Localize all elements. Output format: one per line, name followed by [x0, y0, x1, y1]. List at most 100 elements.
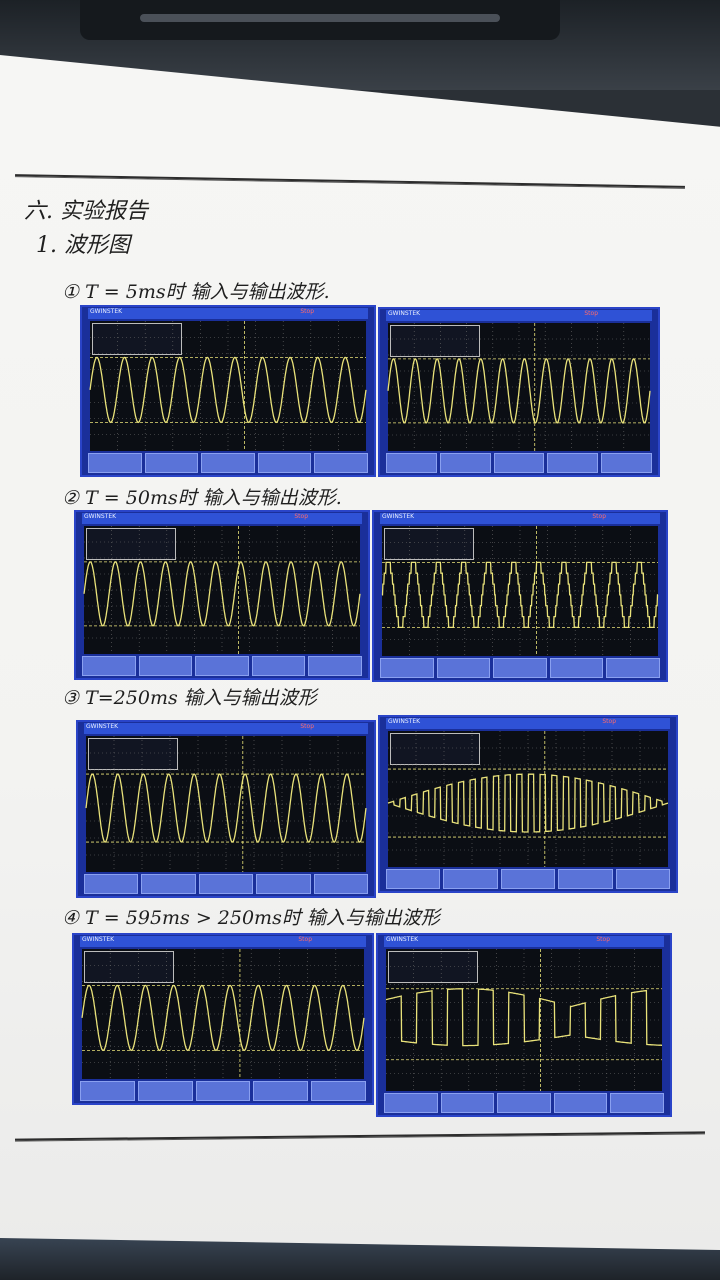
- scope-softkey: [314, 453, 368, 473]
- case-2-label: T = 50ms时 输入与输出波形.: [85, 487, 342, 509]
- scope-trace-layer: [89, 321, 367, 451]
- scope-waveform: [83, 561, 361, 627]
- case-2-index: ②: [62, 487, 80, 509]
- scope-header-bar: [84, 723, 368, 734]
- scope-softkey: [256, 874, 311, 894]
- scope-softkey: [195, 656, 249, 676]
- scope-trace-layer: [387, 731, 669, 867]
- scope-status: Stop: [300, 308, 314, 315]
- scope-softkeys: [84, 874, 369, 894]
- scope-softkeys: [80, 1081, 366, 1101]
- scope-softkey: [500, 869, 556, 889]
- scope-readout-box: [92, 323, 182, 355]
- scope-header-bar: [380, 513, 660, 524]
- scope-softkey: [558, 869, 613, 889]
- case-3-label: T=250ms 输入与输出波形: [85, 687, 317, 709]
- scope-readout-box: [88, 738, 178, 770]
- scope-input-1: GWINSTEK Stop: [80, 305, 376, 477]
- scope-softkey: [80, 1081, 135, 1101]
- case-4-index: ④: [62, 907, 80, 929]
- scope-softkey: [88, 453, 142, 473]
- scope-readout-box: [390, 733, 480, 765]
- scope-status: Stop: [584, 310, 598, 317]
- scope-softkey: [144, 453, 199, 473]
- scope-header-bar: [82, 513, 362, 524]
- scope-header-bar: [88, 308, 368, 319]
- scope-softkey: [439, 453, 491, 473]
- scope-softkey: [547, 453, 599, 473]
- scope-header-bar: [80, 936, 366, 947]
- scope-softkeys: [82, 656, 362, 676]
- scope-brand: GWINSTEK: [90, 308, 123, 315]
- scope-brand: GWINSTEK: [386, 936, 419, 943]
- scope-brand: GWINSTEK: [382, 513, 415, 520]
- case-4-label: T = 595ms > 250ms时 输入与输出波形: [85, 907, 440, 929]
- scope-softkey: [615, 869, 671, 889]
- scope-softkey: [257, 453, 312, 473]
- case-3-index: ③: [62, 687, 80, 709]
- scope-softkey: [198, 874, 254, 894]
- scope-header-bar: [386, 310, 652, 321]
- scope-softkey: [493, 453, 545, 473]
- scope-softkey: [440, 1093, 495, 1113]
- scope-softkey: [606, 658, 660, 678]
- scope-brand: GWINSTEK: [388, 310, 421, 317]
- scope-waveform: [385, 988, 662, 1047]
- case-4-title: ④ T = 595ms > 250ms时 输入与输出波形: [62, 903, 440, 930]
- scope-input-3: GWINSTEK Stop: [76, 720, 376, 898]
- scope-trace-layer: [83, 526, 361, 654]
- scope-trace-layer: [387, 323, 651, 451]
- bottom-rule: [15, 1131, 705, 1142]
- scope-status: Stop: [596, 936, 610, 943]
- scope-softkey: [311, 1081, 366, 1101]
- scope-waveform: [81, 984, 365, 1052]
- scope-softkey: [313, 874, 369, 894]
- scope-softkey: [141, 874, 196, 894]
- scope-readout-box: [84, 951, 174, 983]
- scope-brand: GWINSTEK: [86, 723, 119, 730]
- scope-readout-box: [384, 528, 474, 560]
- scope-softkey: [610, 1093, 664, 1113]
- scope-waveform: [89, 356, 367, 424]
- sub-heading: 1. 波形图: [36, 233, 130, 258]
- scope-softkeys: [88, 453, 368, 473]
- case-1-label: T = 5ms时 输入与输出波形.: [85, 281, 330, 303]
- scope-softkey: [380, 658, 434, 678]
- scope-input-2: GWINSTEK Stop: [74, 510, 370, 680]
- section-heading: 六. 实验报告: [24, 199, 148, 224]
- case-1-title: ① T = 5ms时 输入与输出波形.: [62, 277, 330, 304]
- scope-brand: GWINSTEK: [84, 513, 117, 520]
- case-2-title: ② T = 50ms时 输入与输出波形.: [62, 483, 342, 510]
- scope-input-4: GWINSTEK Stop: [72, 933, 374, 1105]
- scope-output-4: GWINSTEK Stop: [376, 933, 672, 1117]
- scope-softkey: [436, 658, 491, 678]
- scope-header-bar: [384, 936, 664, 947]
- scope-softkey: [195, 1081, 251, 1101]
- scope-softkeys: [384, 1093, 664, 1113]
- scope-softkey: [386, 453, 437, 473]
- scope-status: Stop: [298, 936, 312, 943]
- scope-waveform: [387, 773, 669, 833]
- scope-brand: GWINSTEK: [388, 718, 421, 725]
- scope-status: Stop: [602, 718, 616, 725]
- scope-trace-layer: [85, 736, 367, 872]
- scope-softkey: [308, 656, 362, 676]
- scope-softkey: [138, 656, 193, 676]
- scope-softkeys: [386, 453, 652, 473]
- scope-trace-layer: [81, 949, 365, 1079]
- scope-softkey: [386, 869, 441, 889]
- scope-softkey: [384, 1093, 438, 1113]
- scope-output-3: GWINSTEK Stop: [378, 715, 678, 893]
- scope-softkey: [553, 1093, 608, 1113]
- scope-waveform: [85, 773, 367, 843]
- scope-softkey: [201, 453, 255, 473]
- top-rule: [15, 174, 685, 189]
- scope-softkeys: [380, 658, 660, 678]
- scope-waveform: [381, 561, 659, 629]
- scope-output-2: GWINSTEK Stop: [372, 510, 668, 682]
- scope-brand: GWINSTEK: [82, 936, 115, 943]
- scope-softkey: [493, 658, 547, 678]
- scope-softkey: [497, 1093, 551, 1113]
- scope-softkey: [253, 1081, 309, 1101]
- scope-readout-box: [390, 325, 480, 357]
